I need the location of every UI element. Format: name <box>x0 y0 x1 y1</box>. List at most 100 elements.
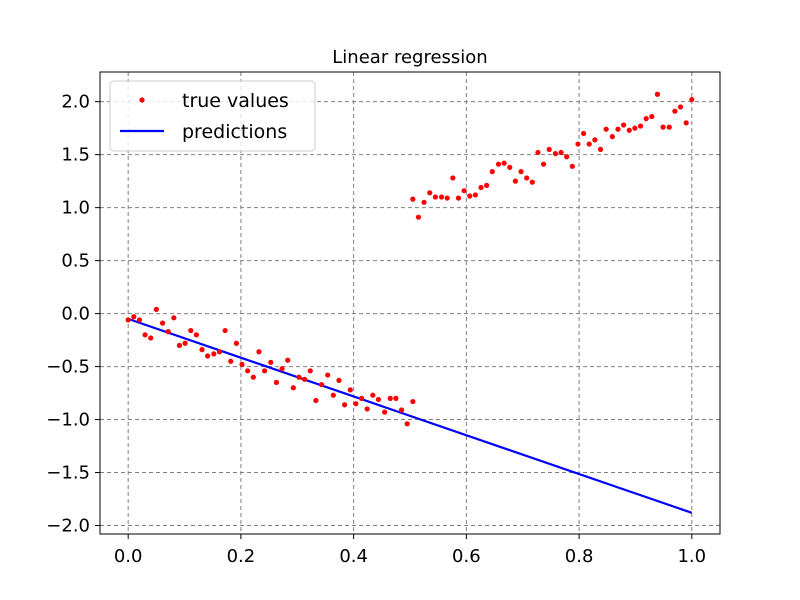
true-value-point <box>239 361 245 368</box>
legend-box <box>109 80 316 152</box>
true-value-point <box>689 96 695 103</box>
true-value-point <box>325 372 331 378</box>
true-value-point <box>484 182 490 188</box>
prediction-line <box>127 317 693 514</box>
true-value-point <box>621 122 627 128</box>
true-value-point <box>307 368 313 374</box>
y-tick-label: 0.5 <box>61 251 90 272</box>
true-value-point <box>176 342 183 348</box>
true-value-point <box>455 195 462 201</box>
true-value-point <box>637 123 644 129</box>
y-tick-label: −0.5 <box>46 357 90 378</box>
true-value-point <box>546 146 552 152</box>
true-value-point <box>524 175 530 181</box>
grid-lines <box>100 72 720 534</box>
true-value-point <box>313 397 319 404</box>
predictions-series <box>127 317 693 514</box>
true-value-point <box>581 130 587 137</box>
true-value-point <box>529 179 535 185</box>
true-value-point <box>672 108 678 114</box>
true-value-point <box>501 160 507 166</box>
true-value-point <box>125 317 131 323</box>
true-value-point <box>552 150 559 157</box>
true-value-point <box>507 164 513 170</box>
true-value-point <box>558 149 564 156</box>
legend-label-predictions: predictions <box>182 121 287 143</box>
true-values-series <box>125 91 695 427</box>
true-value-point <box>654 91 661 97</box>
true-value-point <box>233 340 239 346</box>
y-tick-label: 1.5 <box>61 145 90 166</box>
true-value-point <box>171 315 177 321</box>
true-value-point <box>131 314 137 320</box>
true-value-point <box>535 149 541 156</box>
true-value-point <box>330 392 336 398</box>
true-value-point <box>182 340 188 346</box>
true-value-point <box>268 359 274 365</box>
true-value-point <box>660 124 666 130</box>
y-tick-label: −1.5 <box>46 463 90 484</box>
x-tick-label: 0.4 <box>339 546 368 567</box>
true-value-point <box>540 161 547 167</box>
true-value-point <box>188 327 194 334</box>
true-value-point <box>398 407 405 413</box>
true-value-point <box>415 214 422 220</box>
true-value-point <box>296 374 302 380</box>
true-value-point <box>575 141 581 147</box>
true-value-point <box>666 124 672 130</box>
x-tick-label: 1.0 <box>677 546 706 567</box>
true-value-point <box>290 385 296 391</box>
true-value-point <box>564 154 570 160</box>
true-value-point <box>626 127 632 133</box>
y-tick-label: 1.0 <box>61 198 90 219</box>
x-tick-label: 0.0 <box>114 546 143 567</box>
true-value-point <box>586 141 592 147</box>
true-value-point <box>632 125 638 131</box>
true-value-point <box>222 327 228 334</box>
true-value-point <box>250 374 256 380</box>
true-value-point <box>261 368 268 374</box>
true-value-point <box>159 320 166 326</box>
true-value-point <box>478 184 484 191</box>
true-value-point <box>592 137 598 143</box>
true-value-point <box>472 192 478 198</box>
true-value-point <box>467 193 473 199</box>
true-value-point <box>489 169 495 175</box>
true-value-point <box>615 126 621 132</box>
y-tick-labels: 2.0 1.5 1.0 0.5 0.0 −0.5 −1.0 −1.5 −2.0 <box>46 92 90 537</box>
y-tick-label: 0.0 <box>61 304 90 325</box>
true-value-point <box>444 195 450 201</box>
true-value-point <box>382 409 388 415</box>
true-value-point <box>421 199 427 205</box>
true-value-point <box>347 387 353 393</box>
true-value-point <box>370 392 376 398</box>
true-value-point <box>279 366 285 372</box>
true-value-point <box>285 357 291 363</box>
y-tick-label: 2.0 <box>61 92 90 113</box>
true-value-point <box>569 163 575 169</box>
y-tick-label: −2.0 <box>46 516 90 537</box>
true-value-point <box>518 169 524 175</box>
true-value-point <box>683 120 689 126</box>
true-value-point <box>603 126 609 132</box>
true-value-point <box>404 421 410 427</box>
legend-marker-true-values <box>139 97 145 103</box>
x-tick-label: 0.6 <box>452 546 481 567</box>
true-value-point <box>512 178 519 184</box>
true-value-point <box>643 116 649 122</box>
true-value-point <box>364 406 370 412</box>
true-value-point <box>153 306 159 312</box>
x-tick-label: 0.2 <box>227 546 256 567</box>
true-value-point <box>597 146 604 152</box>
true-value-point <box>148 335 154 341</box>
true-value-point <box>193 332 199 338</box>
true-value-point <box>410 398 416 405</box>
true-value-point <box>438 194 445 200</box>
true-value-point <box>318 381 325 388</box>
true-value-point <box>450 175 456 181</box>
true-value-point <box>273 379 280 386</box>
true-value-point <box>353 401 359 407</box>
true-value-point <box>387 395 393 401</box>
true-value-point <box>142 332 148 338</box>
